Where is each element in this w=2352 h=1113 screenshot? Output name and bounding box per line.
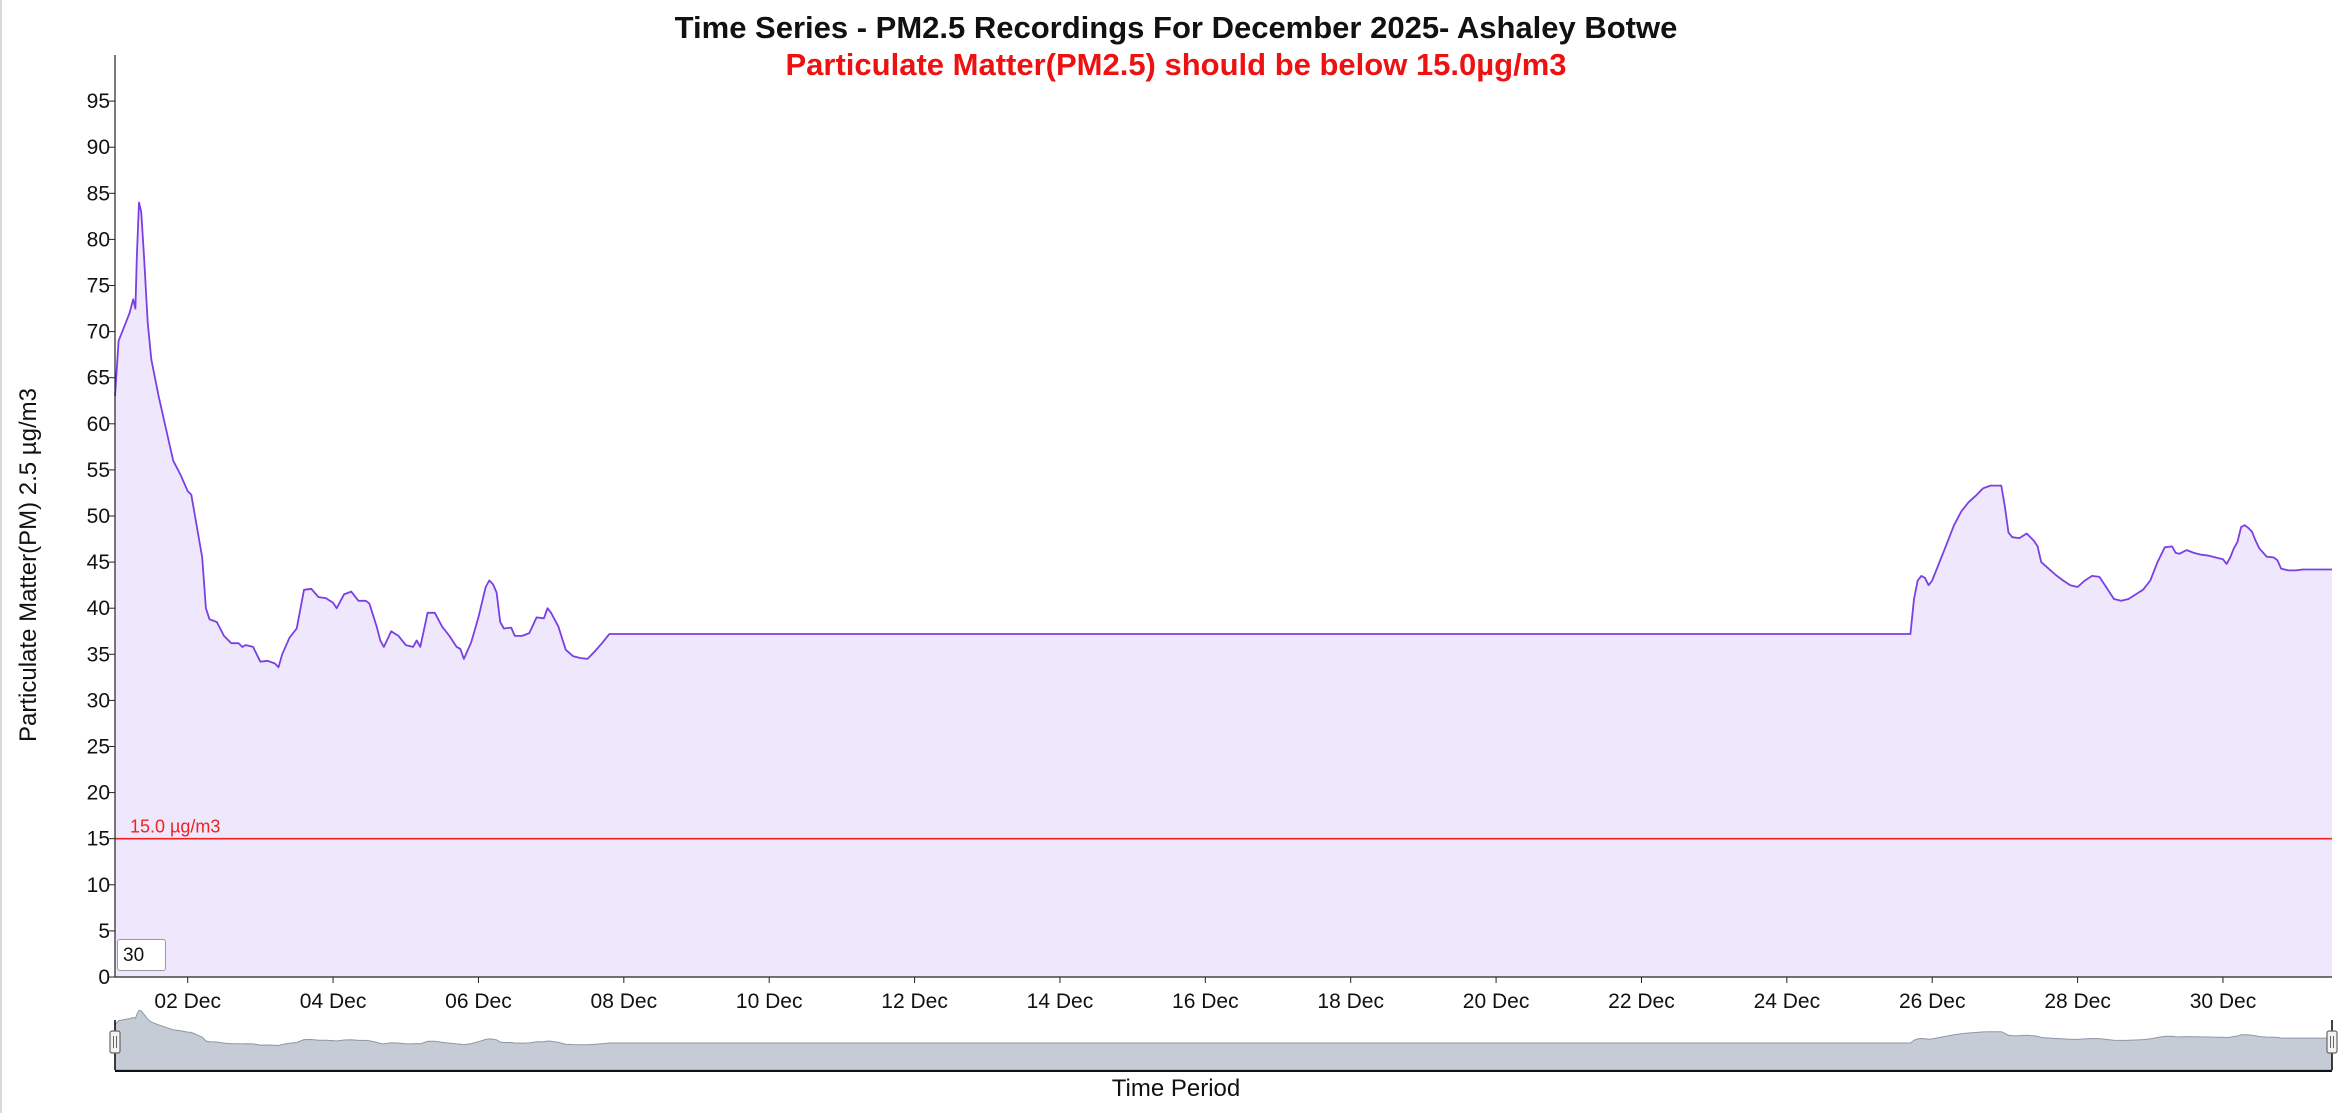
x-axis: 02 Dec 04 Dec 06 Dec 08 Dec 10 Dec 12 Dec 14 D…	[115, 976, 2332, 1013]
y-tick-label: 75	[87, 275, 110, 298]
x-tick-label: 24 Dec	[1754, 990, 1821, 1013]
y-tick-label: 20	[87, 782, 110, 805]
x-tick-label: 16 Dec	[1172, 990, 1239, 1013]
y-tick-label: 15	[87, 828, 110, 851]
y-tick-label: 70	[87, 321, 110, 344]
x-tick-label: 12 Dec	[881, 990, 948, 1013]
y-tick-label: 95	[87, 90, 110, 113]
y-tick-label: 50	[87, 505, 110, 528]
x-tick-label: 22 Dec	[1608, 990, 1675, 1013]
navigator-right-handle[interactable]	[2326, 1030, 2338, 1054]
page-left-border	[0, 0, 2, 1113]
x-tick-label: 14 Dec	[1027, 990, 1094, 1013]
x-tick-label: 30 Dec	[2190, 990, 2257, 1013]
y-tick-label: 85	[87, 182, 110, 205]
y-tick-label: 35	[87, 643, 110, 666]
y-tick-label: 60	[87, 413, 110, 436]
y-tick-label: 80	[87, 228, 110, 251]
x-tick-label: 02 Dec	[154, 990, 221, 1013]
x-axis-title: Time Period	[1112, 1075, 1240, 1102]
threshold-label: 15.0 µg/m3	[130, 817, 220, 837]
x-tick-label: 18 Dec	[1317, 990, 1384, 1013]
chart-title: Time Series - PM2.5 Recordings For Decem…	[674, 10, 1678, 45]
y-tick-label: 30	[87, 689, 110, 712]
navigator-left-handle[interactable]	[109, 1030, 121, 1054]
chart-subtitle: Particulate Matter(PM2.5) should be belo…	[785, 47, 1567, 82]
handle-grip	[2326, 1030, 2338, 1054]
y-tick-label: 0	[98, 966, 110, 989]
x-tick-label: 20 Dec	[1463, 990, 1530, 1013]
x-tick-label: 06 Dec	[445, 990, 512, 1013]
y-axis-title: Particulate Matter(PM) 2.5 µg/m3	[15, 388, 42, 742]
y-tick-label: 90	[87, 136, 110, 159]
series-line	[114, 201, 2332, 669]
x-tick-label: 26 Dec	[1899, 990, 1966, 1013]
x-tick-label: 04 Dec	[300, 990, 367, 1013]
period-input[interactable]: 30	[117, 939, 166, 971]
y-tick-label: 10	[87, 874, 110, 897]
range-navigator[interactable]	[109, 1009, 2338, 1072]
x-tick-label: 28 Dec	[2044, 990, 2111, 1013]
navigator-area	[114, 1009, 2333, 1071]
y-tick-label: 5	[98, 920, 110, 943]
y-axis: 0 5 10 15 20 25 30 35 40 45 50 55 60 65 70 75 80 85 90 95	[87, 55, 116, 989]
y-tick-label: 65	[87, 367, 110, 390]
plot-area: 15.0 µg/m3	[114, 201, 2332, 977]
x-tick-label: 10 Dec	[736, 990, 803, 1013]
x-tick-label: 08 Dec	[591, 990, 658, 1013]
y-tick-label: 45	[87, 551, 110, 574]
y-tick-label: 55	[87, 459, 110, 482]
handle-grip	[109, 1030, 121, 1054]
y-tick-label: 25	[87, 736, 110, 759]
y-tick-label: 40	[87, 597, 110, 620]
series-area-fill	[115, 202, 2332, 977]
